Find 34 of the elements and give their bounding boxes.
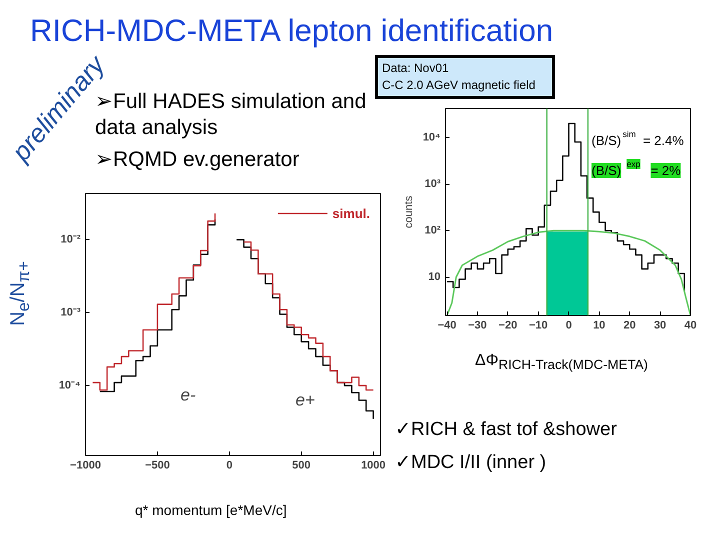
x-tick-label: 10 [593,320,606,332]
annotation: e+ [296,390,315,410]
x-tick-label: −20 [498,320,518,332]
x-tick-label: 30 [654,320,666,332]
y-tick-label: 10⁻³ [60,306,81,319]
x-tick-label: −500 [145,460,170,472]
chart-title: RICH-MDC-META lepton identification [30,13,554,48]
x-tick-label: −40 [438,320,456,332]
x-tick-label: −10 [528,320,548,332]
x-tick-label: 0 [566,320,572,332]
y-tick-label: 10⁻⁴ [58,380,81,392]
legend-label: simul. [332,206,370,220]
text: Data: Nov01 [382,61,449,75]
x-tick-label: −30 [468,320,487,332]
y-axis-title: counts [402,195,415,228]
text: C-C 2.0 AGeV magnetic field [382,78,536,92]
y-tick-label: 10 [428,271,441,284]
y-tick-label: 10³ [424,178,441,190]
x-axis-title: q* momentum [e*MeV/c] [134,501,287,520]
x-tick-label: −1000 [70,460,101,472]
x-tick-label: 0 [226,460,232,472]
x-tick-label: 1000 [361,460,386,472]
text: (B/S)exp = 2% [592,159,681,178]
y-tick-label: 10² [424,224,441,237]
x-tick-label: 20 [624,320,636,332]
y-tick-label: 10⁻² [60,234,81,246]
x-axis-title: ΔΦ$_{RICH-Track(MDC-META)}$ [474,351,648,374]
annotation: e- [180,386,196,404]
x-tick-label: 500 [292,460,311,472]
x-tick-label: 40 [684,320,697,332]
y-tick-label: 10⁴ [422,132,441,144]
line-series [446,230,690,316]
text: ✓RICH & fast tof &shower [395,418,617,442]
text: ✓MDC I/II (inner ) [395,451,548,476]
